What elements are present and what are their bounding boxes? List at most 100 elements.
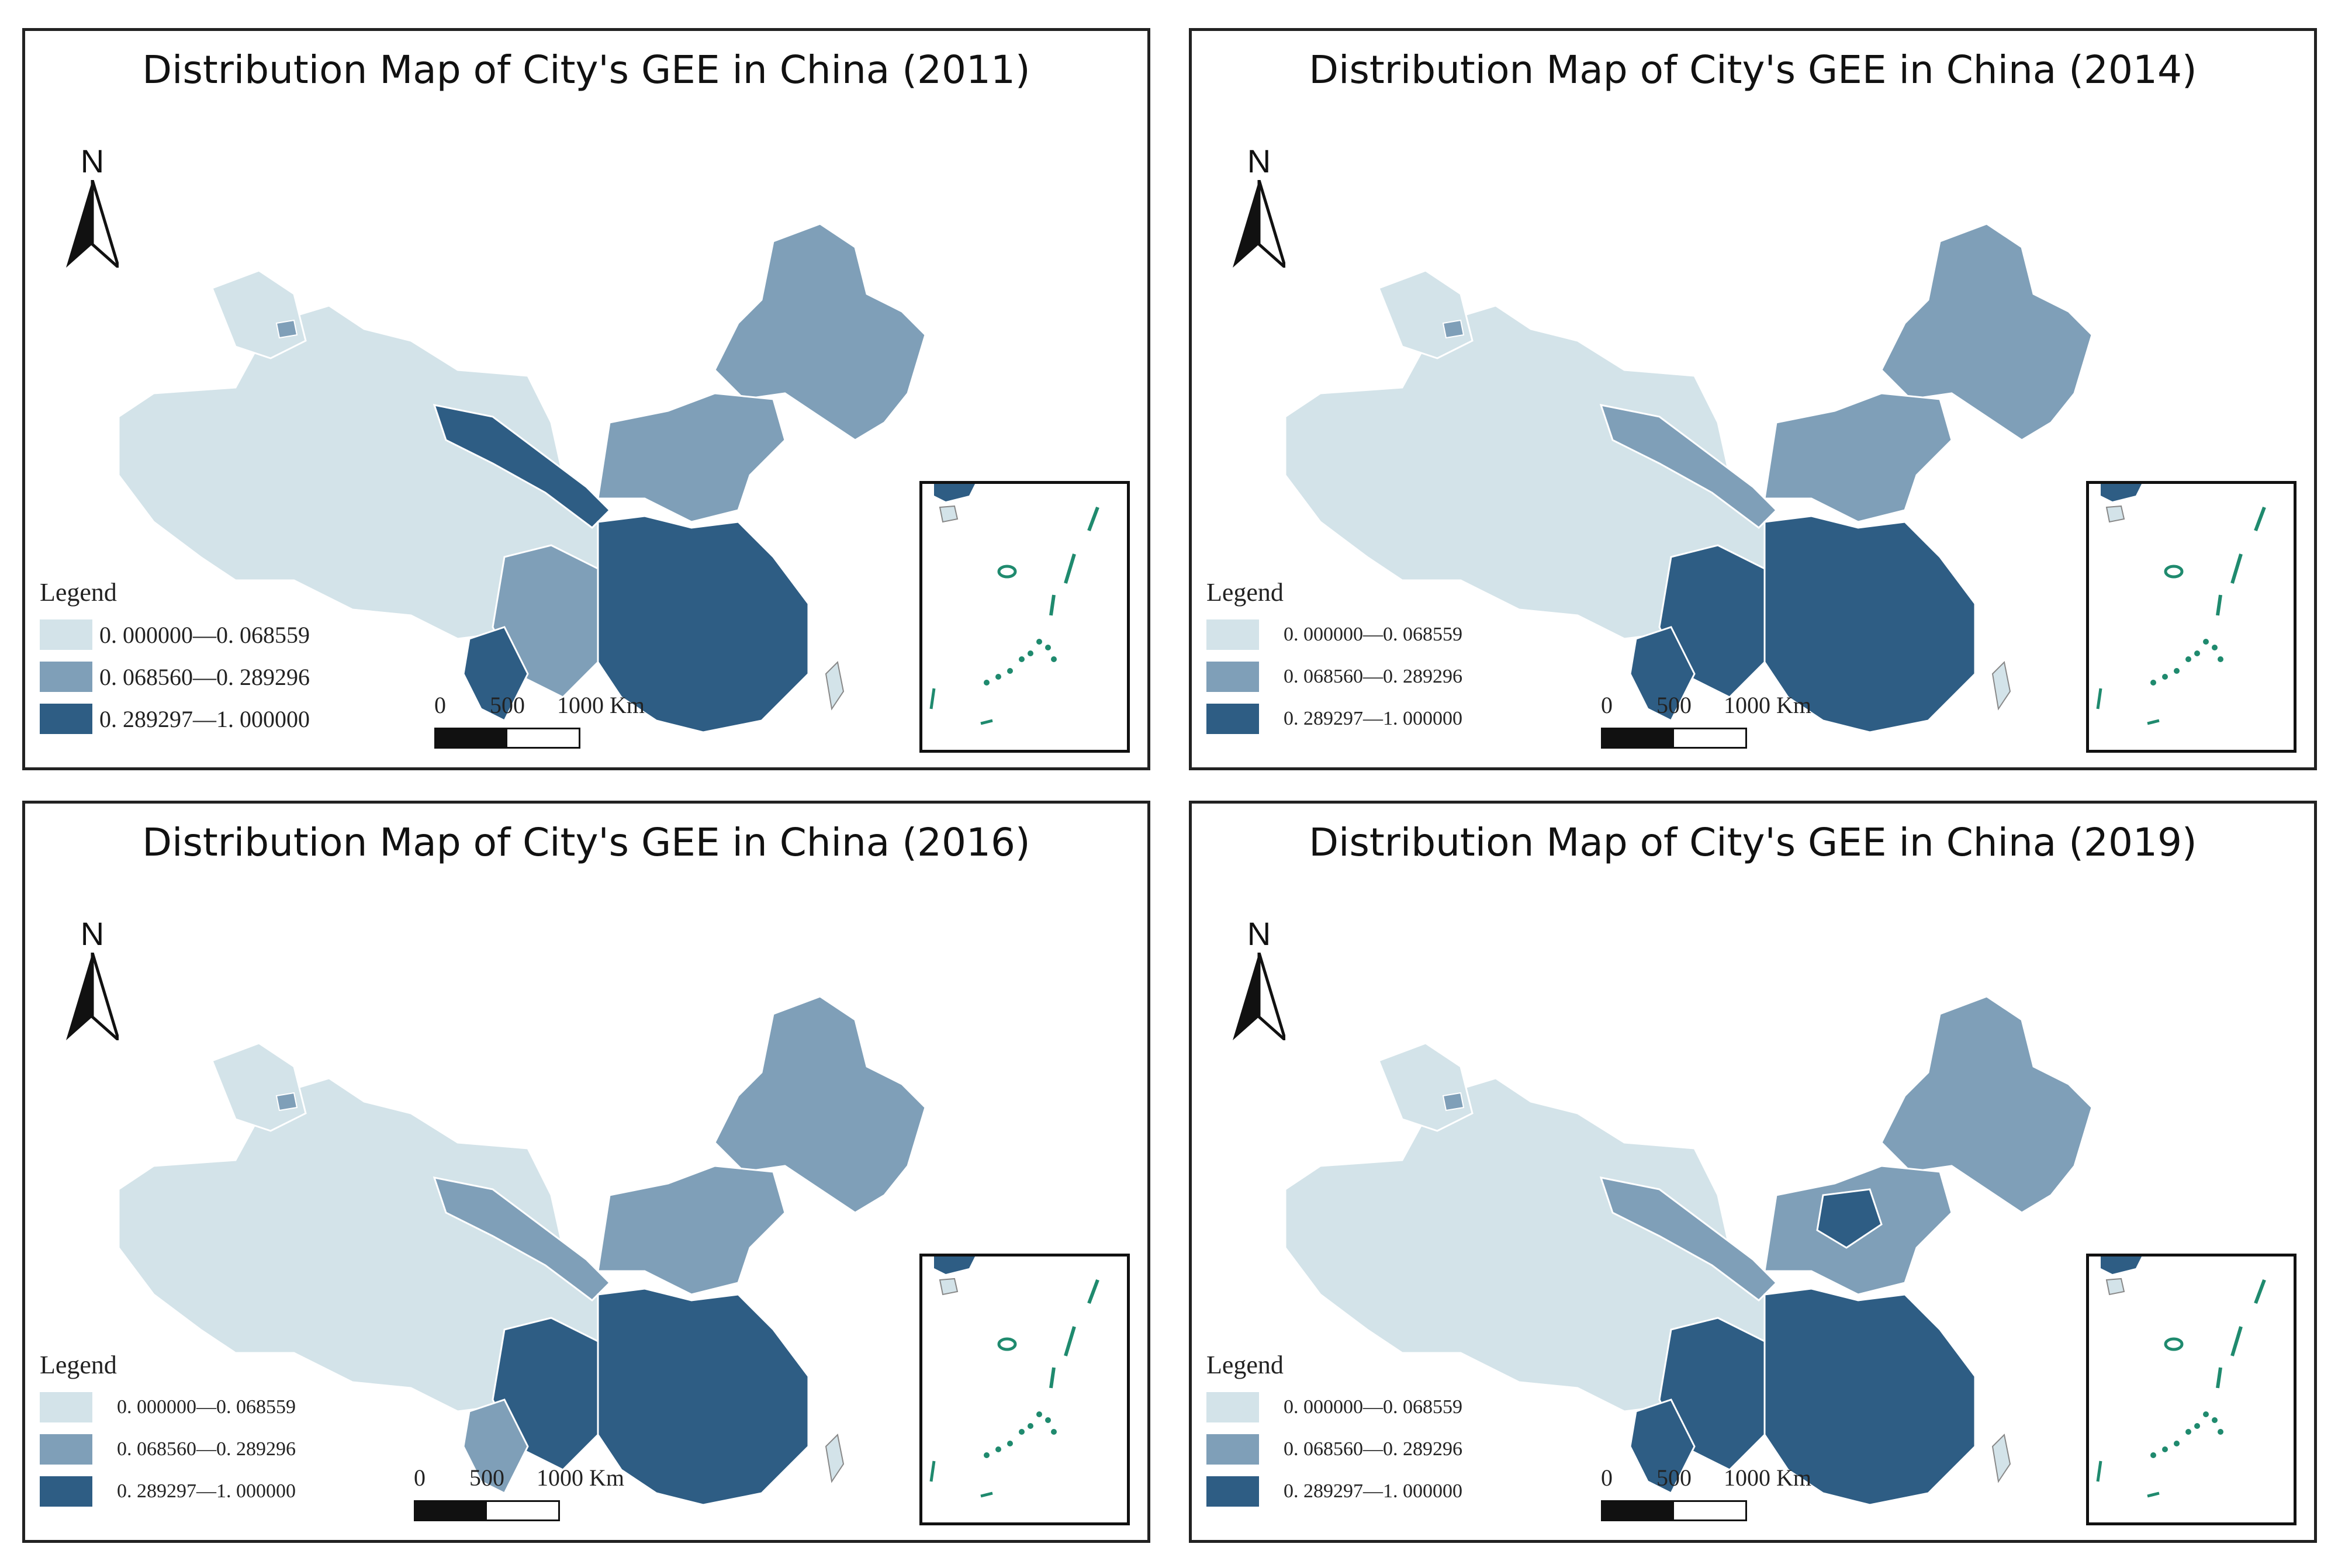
map-title: Distribution Map of City's GEE in China …	[1309, 820, 2197, 865]
legend-title: Legend	[1206, 1351, 1284, 1379]
legend-label: 0. 000000—0. 068559	[99, 621, 310, 648]
scale-label-0: 0	[434, 692, 446, 718]
region-gansu	[433, 1176, 611, 1302]
scale-label-500: 500	[490, 692, 525, 718]
legend-label: 0. 289297—1. 000000	[1284, 1480, 1462, 1502]
legend-label: 0. 000000—0. 068559	[1284, 624, 1462, 645]
legend-title: Legend	[40, 578, 117, 607]
south-china-sea-inset	[2086, 481, 2297, 753]
region-gansu	[433, 404, 611, 529]
map-panel-2016: Distribution Map of City's GEE in China …	[22, 801, 1150, 1543]
north-arrow-icon	[1233, 953, 1285, 1040]
legend: Legend 0. 000000—0. 068559 0. 068560—0. …	[1206, 1350, 1557, 1517]
china-choropleth	[117, 995, 926, 1505]
inset-islands	[929, 1257, 1099, 1498]
region-northeast	[714, 223, 926, 441]
region-xj-north	[211, 1042, 307, 1132]
legend-item-mid: 0. 068560—0. 289296	[40, 1432, 390, 1466]
scale-bar: 0 500 1000 Km	[1601, 1464, 1835, 1528]
scale-label-500: 500	[1656, 692, 1692, 718]
region-gansu	[1599, 404, 1778, 529]
legend-label: 0. 068560—0. 289296	[1284, 1438, 1462, 1460]
map-title: Distribution Map of City's GEE in China …	[142, 47, 1030, 92]
scale-label-500: 500	[469, 1465, 504, 1491]
region-northeast	[1880, 995, 2093, 1214]
south-china-sea-inset	[919, 481, 1130, 753]
map-panel-2019: Distribution Map of City's GEE in China …	[1189, 801, 2317, 1543]
legend-label: 0. 289297—1. 000000	[1284, 708, 1462, 729]
legend: Legend 0. 000000—0. 068559 0. 068560—0. …	[40, 1350, 390, 1517]
region-north	[597, 392, 786, 523]
region-taiwan	[825, 660, 845, 711]
region-north	[1763, 392, 1953, 523]
scale-label-0: 0	[1601, 692, 1613, 718]
legend-item-high: 0. 289297—1. 000000	[1206, 1474, 1557, 1508]
region-inner-mongolia	[1816, 1188, 1883, 1249]
north-label: N	[80, 915, 105, 952]
region-taiwan	[1991, 1433, 2011, 1483]
region-xj-city	[275, 1092, 298, 1112]
scale-label-0: 0	[414, 1465, 426, 1491]
scale-label-1000: 1000 Km	[537, 1465, 624, 1491]
scale-label-1000: 1000 Km	[1724, 692, 1811, 718]
legend: Legend 0. 000000—0. 068559 0. 068560—0. …	[40, 577, 390, 744]
legend-item-high: 0. 289297—1. 000000	[1206, 702, 1557, 736]
inset-islands	[929, 484, 1099, 725]
north-arrow: N	[1227, 142, 1291, 294]
region-xj-city	[1442, 319, 1465, 339]
south-china-sea-inset	[2086, 1254, 2297, 1525]
north-arrow: N	[60, 142, 124, 294]
legend-title: Legend	[1206, 578, 1284, 607]
legend-item-mid: 0. 068560—0. 289296	[40, 660, 390, 694]
region-southwest	[1629, 1399, 1696, 1495]
legend-item-high: 0. 289297—1. 000000	[40, 1474, 390, 1508]
inset-islands	[2096, 1257, 2266, 1498]
scale-label-1000: 1000 Km	[557, 692, 645, 718]
scale-label-0: 0	[1601, 1465, 1613, 1491]
legend-label: 0. 000000—0. 068559	[117, 1396, 296, 1418]
legend-item-mid: 0. 068560—0. 289296	[1206, 1432, 1557, 1466]
region-xj-north	[1378, 269, 1474, 359]
legend-item-high: 0. 289297—1. 000000	[40, 702, 390, 736]
north-arrow: N	[1227, 915, 1291, 1067]
scale-bar: 0 500 1000 Km	[1601, 691, 1835, 756]
legend-item-low: 0. 000000—0. 068559	[1206, 618, 1557, 652]
scale-bar: 0 500 1000 Km	[414, 1464, 648, 1528]
map-panel-2011: Distribution Map of City's GEE in China …	[22, 28, 1150, 770]
legend-label: 0. 068560—0. 289296	[1284, 666, 1462, 687]
region-southwest	[462, 1399, 529, 1495]
north-label: N	[1247, 915, 1271, 952]
legend-label: 0. 000000—0. 068559	[1284, 1396, 1462, 1418]
china-choropleth	[117, 223, 926, 732]
china-choropleth	[1284, 223, 2093, 732]
scale-label-1000: 1000 Km	[1724, 1465, 1811, 1491]
north-arrow-icon	[66, 180, 119, 268]
legend-item-low: 0. 000000—0. 068559	[40, 1390, 390, 1424]
map-title: Distribution Map of City's GEE in China …	[142, 820, 1030, 865]
legend-item-mid: 0. 068560—0. 289296	[1206, 660, 1557, 694]
legend-item-low: 0. 000000—0. 068559	[40, 618, 390, 652]
north-arrow-icon	[1233, 180, 1285, 268]
legend-item-low: 0. 000000—0. 068559	[1206, 1390, 1557, 1424]
region-north	[597, 1165, 786, 1296]
region-xj-north	[211, 269, 307, 359]
north-label: N	[1247, 143, 1271, 179]
map-title: Distribution Map of City's GEE in China …	[1309, 47, 2197, 92]
region-xj-city	[1442, 1092, 1465, 1112]
map-panel-2014: Distribution Map of City's GEE in China …	[1189, 28, 2317, 770]
region-xj-north	[1378, 1042, 1474, 1132]
scale-bar: 0 500 1000 Km	[434, 691, 668, 756]
region-northeast	[714, 995, 926, 1214]
legend-label: 0. 289297—1. 000000	[99, 705, 310, 732]
legend-title: Legend	[40, 1351, 117, 1379]
region-southwest	[1629, 626, 1696, 722]
north-arrow-icon	[66, 953, 119, 1040]
south-china-sea-inset	[919, 1254, 1130, 1525]
region-southwest	[462, 626, 529, 722]
region-northeast	[1880, 223, 2093, 441]
legend: Legend 0. 000000—0. 068559 0. 068560—0. …	[1206, 577, 1557, 744]
region-gansu	[1599, 1176, 1778, 1302]
legend-label: 0. 289297—1. 000000	[117, 1480, 296, 1502]
scale-label-500: 500	[1656, 1465, 1692, 1491]
region-taiwan	[1991, 660, 2011, 711]
